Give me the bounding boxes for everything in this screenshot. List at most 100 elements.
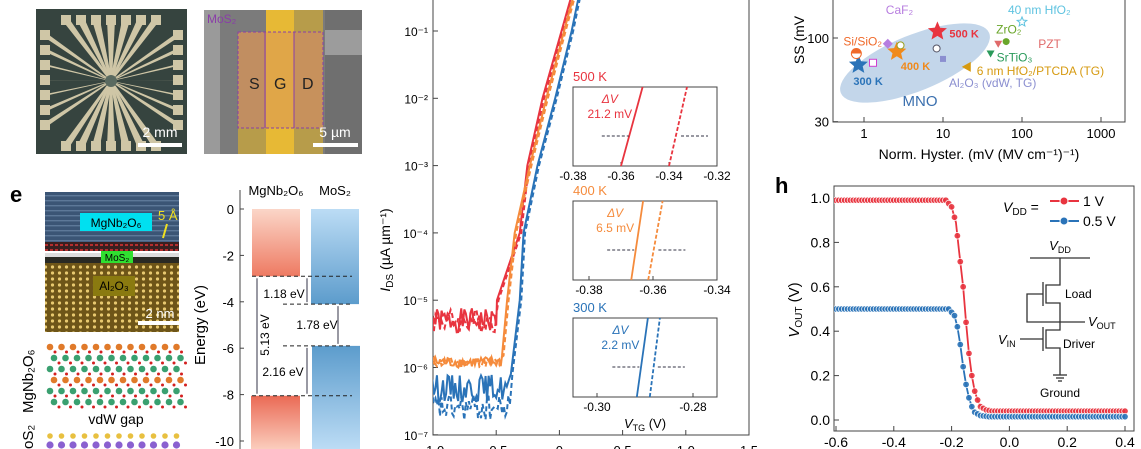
oxygen-atom [80, 405, 84, 409]
chip-image: 2 mm [36, 9, 187, 154]
atom [58, 343, 65, 351]
atom [50, 376, 58, 384]
atom [96, 354, 104, 362]
scatter-point-label: ZrO₂ [996, 23, 1022, 37]
oxygen-atom [138, 383, 141, 387]
circuit-ground: Ground [1040, 386, 1080, 400]
transfer-x-tick-label: 1.5 [740, 443, 758, 449]
atom [73, 398, 81, 406]
inset-reverse-line [647, 200, 664, 281]
chip-lead [110, 81, 182, 95]
scatter-y-tick-label: 100 [807, 31, 829, 46]
atom [150, 343, 157, 351]
oxygen-atom [111, 372, 114, 376]
chip-pad [40, 105, 50, 115]
molybdenum-atom [46, 441, 54, 449]
legend-label-1v: 1 V [1083, 193, 1105, 209]
atom [142, 354, 150, 362]
device-image: MoS₂ S G D 5 µm [204, 10, 362, 154]
chip-lead [110, 81, 160, 146]
inset-dv-value: 2.2 mV [601, 338, 639, 352]
atom [46, 343, 54, 351]
molybdenum-atom [149, 441, 158, 449]
band-y-tick-label: -6 [222, 341, 234, 356]
chip-lead [41, 81, 112, 125]
atom [161, 343, 169, 351]
chip-lead [110, 20, 160, 81]
atom [131, 354, 138, 362]
inverter-y-tick-label: 0.8 [811, 234, 831, 250]
chip-pad [106, 141, 116, 151]
transfer-x-tick-label: -1.0 [422, 443, 444, 449]
atom [142, 398, 150, 406]
oxygen-atom [88, 394, 91, 398]
atom [69, 365, 77, 373]
scatter-point-label: 40 nm HfO₂ [1008, 3, 1071, 17]
atom [81, 365, 88, 373]
marker-open-circle [896, 41, 905, 50]
atom [131, 398, 138, 406]
scatter-point-label: 300 K [853, 76, 882, 88]
marker-triangle-down [994, 40, 1003, 48]
marker-open-hexagon [932, 44, 941, 53]
chip-scale-label: 2 mm [143, 124, 178, 140]
inset-dv-value: 21.2 mV [587, 107, 632, 121]
oxygen-atom [92, 405, 95, 409]
panel-label-h: h [775, 173, 788, 198]
inset-title: 400 K [573, 183, 607, 198]
atom [127, 365, 134, 373]
oxygen-atom [65, 350, 68, 354]
transfer-curve-500k-reverse [433, 0, 573, 334]
atom [81, 387, 88, 395]
oxygen-atom [115, 361, 118, 365]
mos2-conduction-band [311, 209, 359, 305]
chip-lead [92, 81, 112, 146]
inverter-y-tick-label: 0.4 [811, 323, 831, 339]
scatter-ylabel: SS (mV [791, 15, 807, 64]
circuit-driver: Driver [1063, 337, 1095, 351]
inverter-marker [950, 213, 959, 221]
atom [138, 387, 146, 395]
atom [62, 376, 69, 384]
atom [173, 365, 180, 373]
chip-lead [110, 81, 145, 146]
oxygen-atom [65, 394, 68, 398]
atom [131, 376, 138, 384]
inverter-x-tick-label: 0.2 [1057, 434, 1077, 449]
oxygen-atom [134, 394, 137, 398]
molybdenum-atom [126, 441, 135, 449]
atom [115, 365, 123, 373]
atom [150, 387, 157, 395]
scatter-point-label: Si/SiO₂ [843, 35, 882, 49]
chip-lead [41, 35, 112, 81]
chip-lead [110, 20, 130, 81]
chip-lead [41, 80, 112, 81]
transfer-x-tick-label: -0.5 [485, 443, 507, 449]
atom [46, 365, 54, 373]
atom [127, 387, 134, 395]
scatter-point-label: 6 nm HfO₂/PTCDA (TG) [977, 64, 1104, 78]
inset-x-tick-label: -0.34 [655, 169, 683, 183]
inverter-marker [953, 323, 962, 331]
oxygen-atom [99, 394, 103, 398]
inset-reverse-line [668, 86, 688, 167]
atom [108, 398, 115, 406]
scatter-xlabel: Norm. Hyster. (mV (MV cm⁻¹)⁻¹) [879, 146, 1080, 162]
inset-title: 500 K [573, 69, 607, 84]
inverter-marker [953, 232, 962, 240]
atom [119, 376, 127, 384]
atom [85, 354, 92, 362]
band-y-tick-label: -2 [222, 248, 234, 263]
band-diagram: Energy (eV) MgNb₂O₆ MoS₂ 1.18 eV 1.78 eV… [192, 183, 360, 449]
atom [119, 398, 127, 406]
molybdenum-atom [57, 441, 66, 449]
mno-valence-band [251, 395, 300, 449]
inverter-marker [956, 257, 964, 266]
atom [119, 354, 127, 362]
sulfur-atom [116, 433, 122, 439]
inset-x-tick-label: -0.38 [559, 169, 587, 183]
oxygen-atom [103, 383, 107, 387]
transfer-y-tick-label: 10⁻³ [404, 160, 428, 174]
marker-diamond [882, 38, 893, 49]
atom [96, 376, 104, 384]
